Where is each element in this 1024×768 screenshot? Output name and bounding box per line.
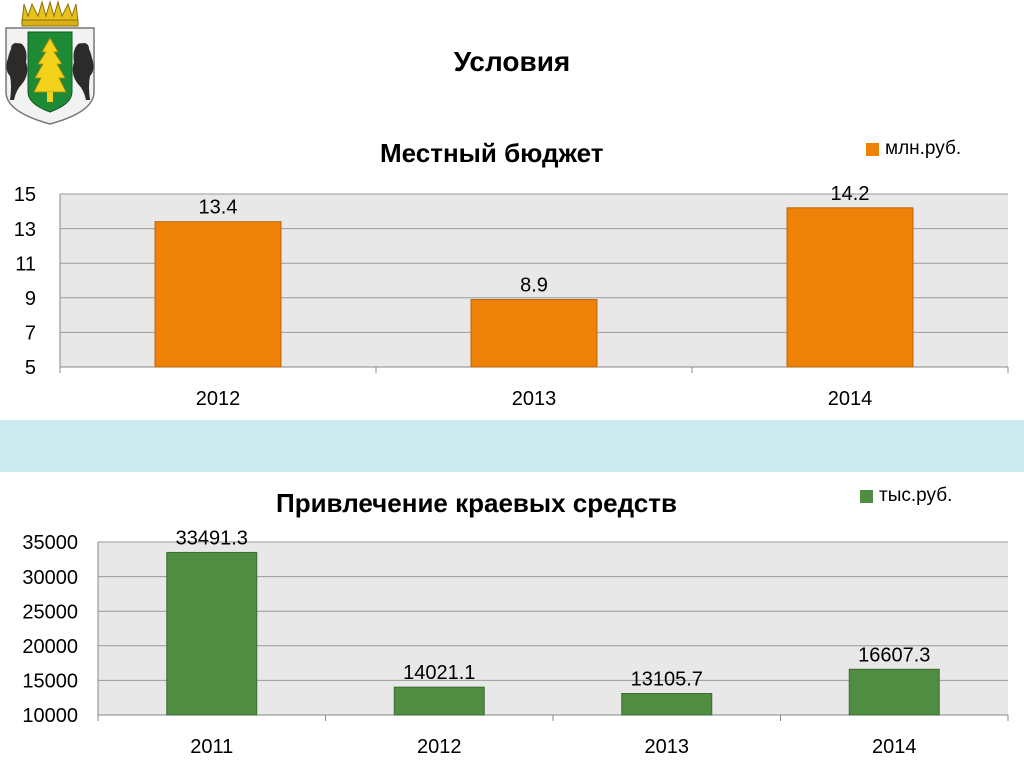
page-title: Условия	[453, 46, 571, 77]
chart-regional-funds: 10000 15000 20000 25000 30000 35000 33491.3 201…	[22, 527, 1009, 758]
x-tick-label-2013: 2013	[645, 736, 690, 758]
bar-2014	[786, 207, 914, 368]
y-tick-label: 11	[15, 253, 36, 275]
y-tick-label: 30000	[22, 567, 78, 589]
bar-2013	[621, 693, 713, 716]
data-label-2012: 14021.1	[403, 662, 475, 684]
bar-2012	[393, 686, 485, 716]
x-tick-label-2012: 2012	[417, 736, 462, 758]
x-tick-label-2012: 2012	[196, 388, 241, 410]
y-tick-label: 25000	[22, 601, 78, 623]
bar-2011	[166, 551, 258, 716]
chart-1-legend: млн.руб.	[866, 138, 961, 160]
x-tick-label-2011: 2011	[190, 736, 233, 758]
chart-2-legend-label: тыс.руб.	[879, 485, 953, 506]
x-tick-label-2014: 2014	[872, 736, 917, 758]
y-tick-label: 9	[25, 288, 36, 310]
x-tick-label-2013: 2013	[512, 388, 557, 410]
chart-2-legend-swatch	[860, 489, 873, 503]
data-label-2014: 14.2	[831, 183, 870, 205]
data-label-2013: 13105.7	[631, 669, 703, 691]
x-tick-label-2014: 2014	[828, 388, 873, 410]
chart-2-legend: тыс.руб.	[860, 485, 952, 507]
y-tick-label: 35000	[22, 532, 78, 554]
divider-band	[0, 420, 1024, 472]
data-label-2013: 8.9	[520, 275, 548, 297]
bar-2012	[154, 221, 282, 368]
y-tick-label: 7	[25, 323, 36, 345]
y-tick-label: 20000	[22, 636, 78, 658]
data-label-2012: 13.4	[199, 197, 238, 219]
bar-2013	[470, 299, 598, 368]
y-tick-label: 15000	[22, 671, 78, 693]
y-tick-label: 13	[14, 219, 36, 241]
chart-1-legend-swatch	[866, 142, 879, 156]
chart-1-title: Местный бюджет	[380, 138, 604, 168]
data-label-2011: 33491.3	[176, 527, 248, 549]
bar-2014	[848, 668, 940, 716]
y-tick-label: 15	[14, 184, 36, 206]
chart-2-title: Привлечение краевых средств	[276, 488, 677, 518]
data-label-2014: 16607.3	[858, 644, 930, 666]
y-tick-label: 5	[25, 357, 36, 379]
chart-local-budget: 5 7 9 11 13 15 13.4 2012 8.9 2013 14.2 2014	[14, 183, 1009, 410]
y-tick-label: 10000	[22, 705, 78, 727]
coat-of-arms-emblem	[5, 0, 95, 125]
chart-1-legend-label: млн.руб.	[885, 138, 962, 159]
